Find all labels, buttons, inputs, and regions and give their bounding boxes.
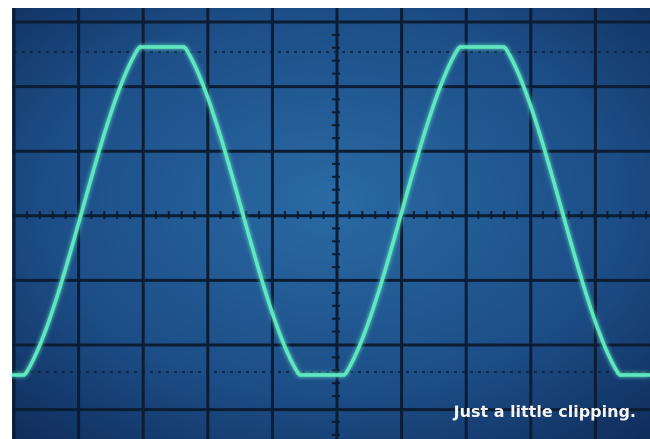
waveform-trace [12, 45, 650, 377]
screen [12, 8, 650, 439]
graticule [12, 8, 650, 439]
caption: Just a little clipping. [453, 402, 636, 421]
